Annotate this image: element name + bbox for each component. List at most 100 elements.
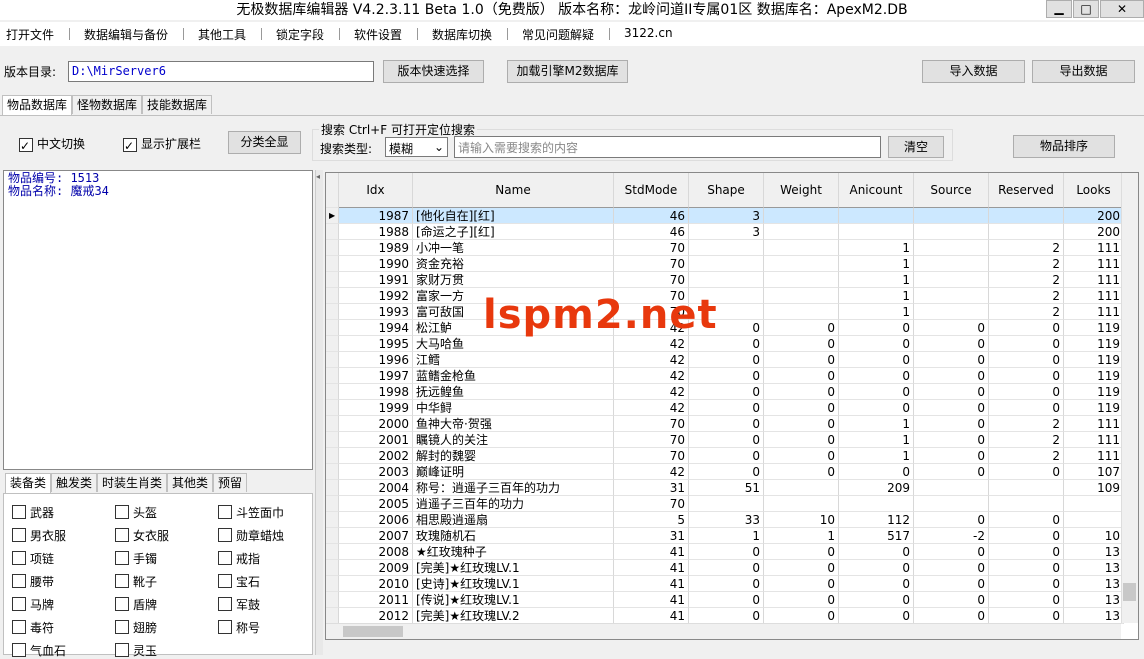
menu-item[interactable]: 软件设置 [354, 28, 403, 42]
column-header[interactable]: Name [413, 173, 614, 208]
category-check[interactable]: 翅膀 [115, 619, 157, 636]
column-header[interactable]: Weight [764, 173, 839, 208]
cell [914, 272, 989, 288]
show-all-btn[interactable]: 分类全显 [228, 131, 301, 154]
cell: [他化自在][红] [413, 208, 614, 224]
close[interactable]: ✕ [1100, 0, 1144, 18]
category-tab[interactable]: 装备类 [5, 473, 52, 494]
category-check[interactable]: 头盔 [115, 504, 157, 521]
cell: 1988 [339, 224, 413, 240]
column-header[interactable]: Reserved [989, 173, 1064, 208]
column-header[interactable]: Source [914, 173, 989, 208]
cell: 46 [614, 208, 689, 224]
dir-input[interactable]: D:\MirServer6 [68, 61, 374, 82]
category-check[interactable]: 灵玉 [115, 642, 157, 659]
db-tab[interactable]: 技能数据库 [142, 95, 213, 114]
category-check[interactable]: 称号 [218, 619, 260, 636]
cell: 0 [989, 368, 1064, 384]
export-btn[interactable]: 导出数据 [1032, 60, 1135, 83]
cell: 109 [1064, 480, 1124, 496]
category-check[interactable]: 腰带 [12, 573, 54, 590]
db-tab[interactable]: 怪物数据库 [72, 95, 143, 114]
menu-item[interactable]: 常见问题解疑 [522, 28, 595, 42]
cell: 70 [614, 240, 689, 256]
category-check[interactable]: 盾牌 [115, 596, 157, 613]
menu-separator [507, 28, 508, 40]
cell: 111 [1064, 432, 1124, 448]
search-type-select[interactable]: 模糊 ⌄ [385, 137, 448, 157]
category-label: 靴子 [133, 575, 158, 589]
column-header[interactable]: Shape [689, 173, 764, 208]
cell [689, 256, 764, 272]
cell: 2 [989, 432, 1064, 448]
search-input[interactable]: 请输入需要搜索的内容 [454, 136, 881, 158]
category-tab[interactable]: 触发类 [51, 473, 98, 492]
menu-item[interactable]: 3122.cn [624, 26, 673, 40]
cell [764, 208, 839, 224]
category-check[interactable]: 男衣服 [12, 527, 66, 544]
watermark: lspm2.net [483, 292, 718, 338]
category-check[interactable]: 毒符 [12, 619, 54, 636]
cell [839, 208, 914, 224]
cell: 0 [989, 544, 1064, 560]
cell: 111 [1064, 256, 1124, 272]
menu-item[interactable]: 其他工具 [198, 28, 247, 42]
quick-select-btn[interactable]: 版本快速选择 [383, 60, 484, 83]
column-header[interactable]: Anicount [839, 173, 914, 208]
category-check[interactable]: 宝石 [218, 573, 260, 590]
category-check[interactable]: 武器 [12, 504, 54, 521]
maximize[interactable]: □ [1073, 0, 1099, 18]
column-header[interactable]: StdMode [614, 173, 689, 208]
category-tab[interactable]: 时装生肖类 [97, 473, 168, 492]
minimize[interactable]: ▁ [1046, 0, 1072, 18]
cell: 1 [839, 304, 914, 320]
cell: 46 [614, 224, 689, 240]
category-check[interactable]: 马牌 [12, 596, 54, 613]
category-check[interactable]: 军鼓 [218, 596, 260, 613]
category-check[interactable]: 手镯 [115, 550, 157, 567]
cell: 0 [764, 368, 839, 384]
load-m2-btn[interactable]: 加载引擎M2数据库 [507, 60, 628, 83]
menu-separator [417, 28, 418, 40]
cell: 119 [1064, 352, 1124, 368]
chinese-toggle[interactable]: ✓ 中文切换 [19, 137, 86, 153]
row-indicator [326, 592, 339, 608]
menu-item[interactable]: 打开文件 [6, 28, 55, 42]
cell: 3 [689, 224, 764, 240]
menu-item[interactable]: 锁定字段 [276, 28, 325, 42]
cell: 0 [764, 592, 839, 608]
cell: 0 [839, 592, 914, 608]
category-check[interactable]: 戒指 [218, 550, 260, 567]
category-check[interactable]: 斗笠面巾 [218, 504, 284, 521]
cell: 相思殿逍遥扇 [413, 512, 614, 528]
category-tab[interactable]: 其他类 [167, 473, 214, 492]
db-tab[interactable]: 物品数据库 [2, 95, 73, 116]
column-header[interactable]: Idx [339, 173, 413, 208]
category-tab[interactable]: 预留 [213, 473, 248, 492]
column-header[interactable]: Looks [1064, 173, 1124, 208]
category-check[interactable]: 女衣服 [115, 527, 169, 544]
cell: 0 [989, 320, 1064, 336]
row-indicator [326, 240, 339, 256]
cell: 0 [839, 576, 914, 592]
menu-item[interactable]: 数据库切换 [432, 28, 493, 42]
cell [764, 304, 839, 320]
ext-toggle[interactable]: ✓ 显示扩展栏 [123, 137, 202, 153]
cell [764, 240, 839, 256]
import-btn[interactable]: 导入数据 [922, 60, 1025, 83]
cell: 0 [914, 352, 989, 368]
cell: 119 [1064, 384, 1124, 400]
cell: 111 [1064, 240, 1124, 256]
title-bar: 无极数据库编辑器 V4.2.3.11 Beta 1.0（免费版） 版本名称：龙岭… [0, 0, 1144, 20]
sort-btn[interactable]: 物品排序 [1013, 135, 1115, 158]
cell [914, 240, 989, 256]
cell: 70 [614, 496, 689, 512]
category-check[interactable]: 勋章蜡烛 [218, 527, 284, 544]
category-check[interactable]: 气血石 [12, 642, 66, 659]
category-check[interactable]: 项链 [12, 550, 54, 567]
category-check[interactable]: 靴子 [115, 573, 157, 590]
clear-btn[interactable]: 清空 [888, 136, 944, 158]
cell: 小冲一笔 [413, 240, 614, 256]
menu-item[interactable]: 数据编辑与备份 [84, 28, 169, 42]
cell [689, 240, 764, 256]
